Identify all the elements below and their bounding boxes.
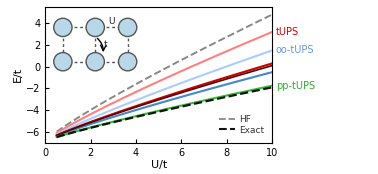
Text: pp-tUPS: pp-tUPS: [276, 81, 315, 91]
X-axis label: U/t: U/t: [151, 160, 167, 170]
Text: oo-tUPS: oo-tUPS: [276, 45, 314, 55]
Text: tUPS: tUPS: [276, 27, 299, 37]
Legend: HF, Exact: HF, Exact: [215, 112, 268, 138]
Y-axis label: E/t: E/t: [13, 67, 23, 82]
